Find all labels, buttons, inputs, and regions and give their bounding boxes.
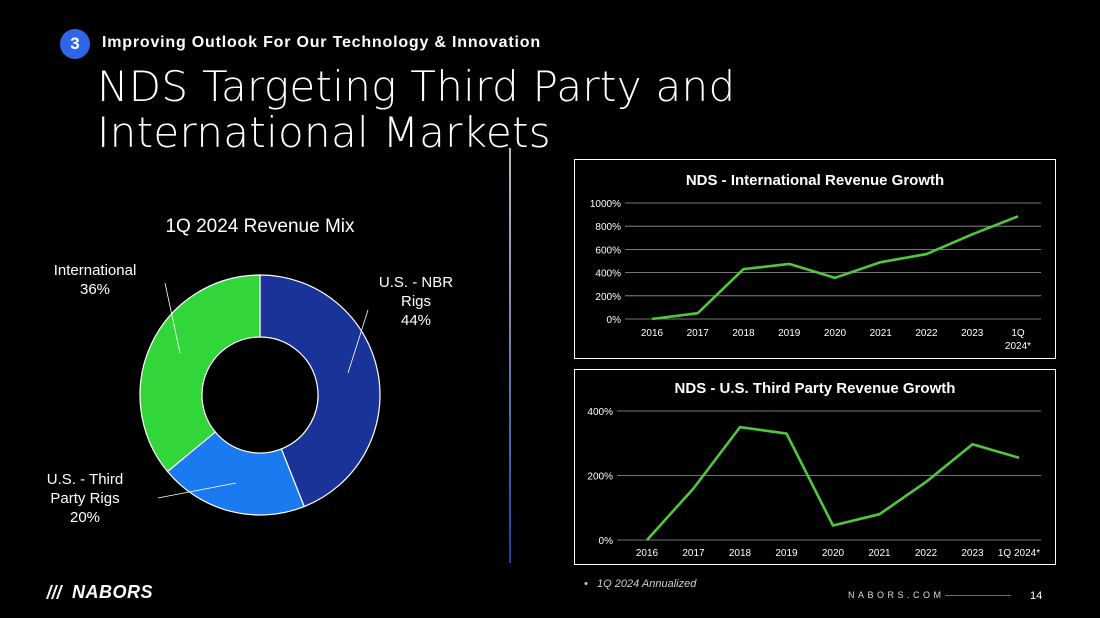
x-tick-label: 2021: [870, 328, 893, 339]
y-tick-label: 400%: [587, 407, 613, 418]
footnote-text: 1Q 2024 Annualized: [597, 578, 697, 590]
international-growth-svg: NDS - International Revenue Growth 0% 200%…: [590, 172, 1041, 352]
page-title: NDS Targeting Third Party and Internatio…: [97, 62, 736, 157]
x-tick-label: 2017: [682, 548, 705, 559]
nabors-logo-icon: [46, 585, 63, 599]
x-tick-label: 2019: [778, 328, 801, 339]
x-tick-label: 2022: [915, 548, 938, 559]
x-tick-label: 1Q: [1011, 328, 1025, 339]
donut-value-label: 44%: [401, 312, 431, 329]
donut-slice-label: U.S. - NBR: [379, 274, 453, 291]
y-tick-label: 600%: [595, 245, 621, 256]
x-tick-label: 2024*: [1005, 341, 1031, 352]
series-line: [651, 215, 1019, 321]
donut-slice-label: International: [54, 262, 137, 279]
donut-svg: 1Q 2024 Revenue Mix U.S. - NBR Rigs 44% U.S.…: [47, 216, 453, 526]
y-tick-label: 1000%: [590, 199, 621, 210]
y-tick-label: 800%: [595, 222, 621, 233]
footnote: • 1Q 2024 Annualized: [584, 578, 697, 590]
x-tick-label: 2021: [868, 548, 891, 559]
x-tick-label: 2016: [636, 548, 659, 559]
x-tick-label: 2023: [961, 328, 984, 339]
donut-slice: [139, 274, 261, 473]
y-tick-label: 0%: [607, 315, 622, 326]
y-tick-label: 0%: [599, 536, 614, 547]
x-tick-label: 2023: [961, 548, 984, 559]
x-tick-label: 2020: [824, 328, 847, 339]
x-tick-label: 2018: [732, 328, 755, 339]
line-chart-title: NDS - U.S. Third Party Revenue Growth: [675, 380, 956, 397]
section-title: Improving Outlook For Our Technology & I…: [102, 34, 541, 51]
vertical-divider: [509, 148, 511, 563]
y-tick-label: 200%: [595, 292, 621, 303]
x-tick-label: 2018: [729, 548, 752, 559]
donut-slice-label: U.S. - Third: [47, 471, 123, 488]
section-number-badge: 3: [60, 29, 90, 59]
donut-slice-label: Party Rigs: [50, 490, 119, 507]
donut-value-label: 20%: [70, 509, 100, 526]
donut-title: 1Q 2024 Revenue Mix: [165, 216, 355, 237]
donut-slice: [259, 274, 381, 508]
donut-slice: [166, 431, 305, 516]
x-tick-label: 2019: [775, 548, 798, 559]
series-line: [646, 425, 1020, 541]
third-party-growth-svg: NDS - U.S. Third Party Revenue Growth 0% 2…: [587, 380, 1041, 559]
donut-leader-line: [164, 282, 181, 354]
nabors-logo-text: NABORS: [72, 581, 154, 602]
international-growth-chart-box: NDS - International Revenue Growth 0% 200%…: [574, 159, 1056, 359]
x-tick-label: 1Q 2024*: [998, 548, 1040, 559]
donut-leader-line: [157, 482, 237, 499]
x-tick-label: 2020: [822, 548, 845, 559]
donut-slice-label: Rigs: [401, 293, 431, 310]
x-tick-label: 2022: [915, 328, 938, 339]
nabors-logo: NABORS: [44, 580, 153, 604]
footer-line: [945, 595, 1011, 596]
x-tick-label: 2017: [687, 328, 710, 339]
y-tick-label: 200%: [587, 472, 613, 483]
donut-value-label: 36%: [80, 281, 110, 298]
x-tick-label: 2016: [641, 328, 664, 339]
page-number: 14: [1030, 590, 1043, 602]
line-chart-title: NDS - International Revenue Growth: [686, 172, 944, 189]
website-text: NABORS.COM: [848, 590, 945, 600]
donut-leader-line: [347, 309, 369, 374]
y-tick-label: 400%: [595, 269, 621, 280]
third-party-growth-chart-box: NDS - U.S. Third Party Revenue Growth 0% 2…: [574, 369, 1056, 565]
revenue-mix-chart: 1Q 2024 Revenue Mix U.S. - NBR Rigs 44% U.S.…: [30, 205, 500, 545]
